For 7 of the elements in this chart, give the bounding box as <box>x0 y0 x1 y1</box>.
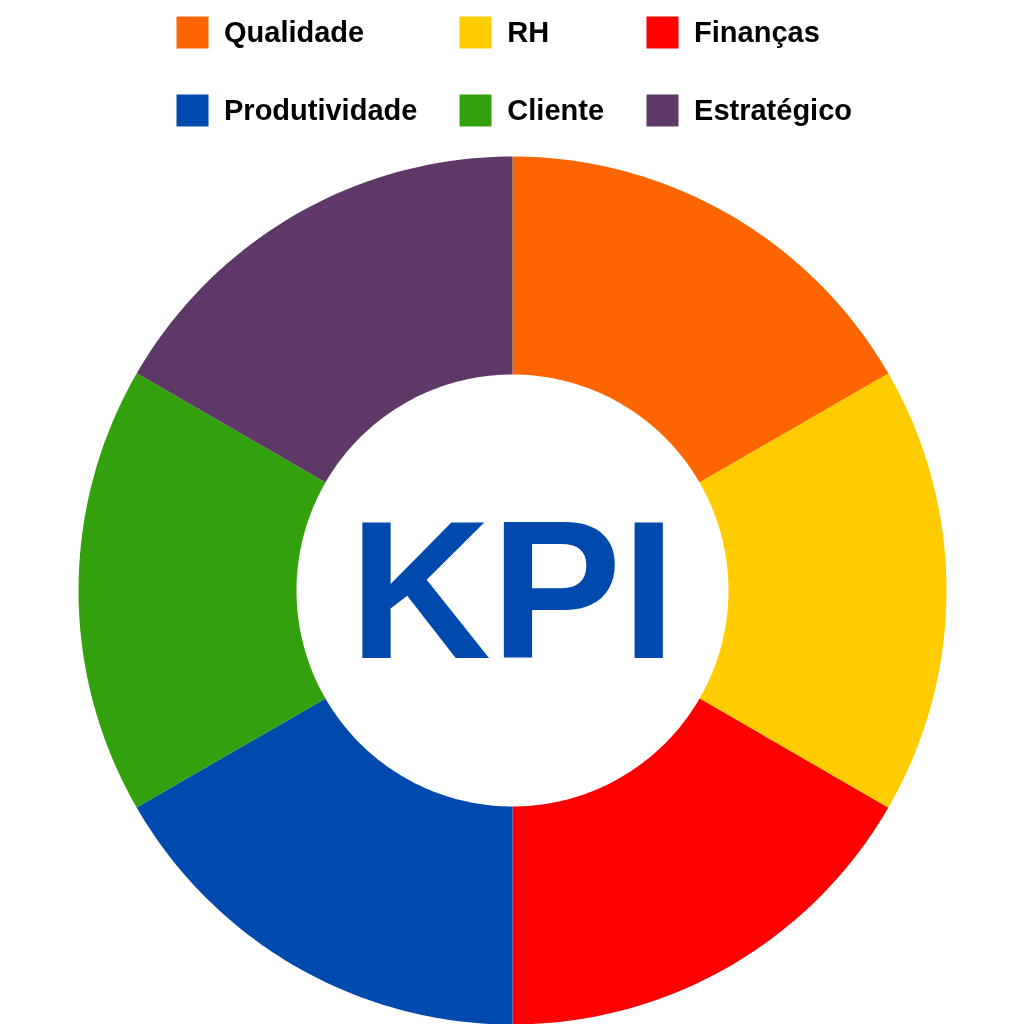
legend-label: Estratégico <box>694 92 852 128</box>
legend-label: Produtividade <box>224 92 418 128</box>
legend-label: RH <box>507 14 550 50</box>
legend-label: Finanças <box>694 14 820 50</box>
text: KPI <box>349 481 676 700</box>
legend-label: Qualidade <box>224 14 365 50</box>
legend-label: Cliente <box>507 92 605 128</box>
